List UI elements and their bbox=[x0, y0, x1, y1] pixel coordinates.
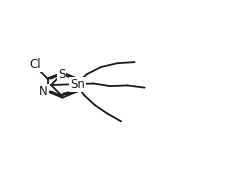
Text: Sn: Sn bbox=[70, 78, 85, 91]
Text: N: N bbox=[39, 85, 48, 98]
Text: S: S bbox=[58, 68, 65, 81]
Text: Cl: Cl bbox=[30, 58, 42, 71]
